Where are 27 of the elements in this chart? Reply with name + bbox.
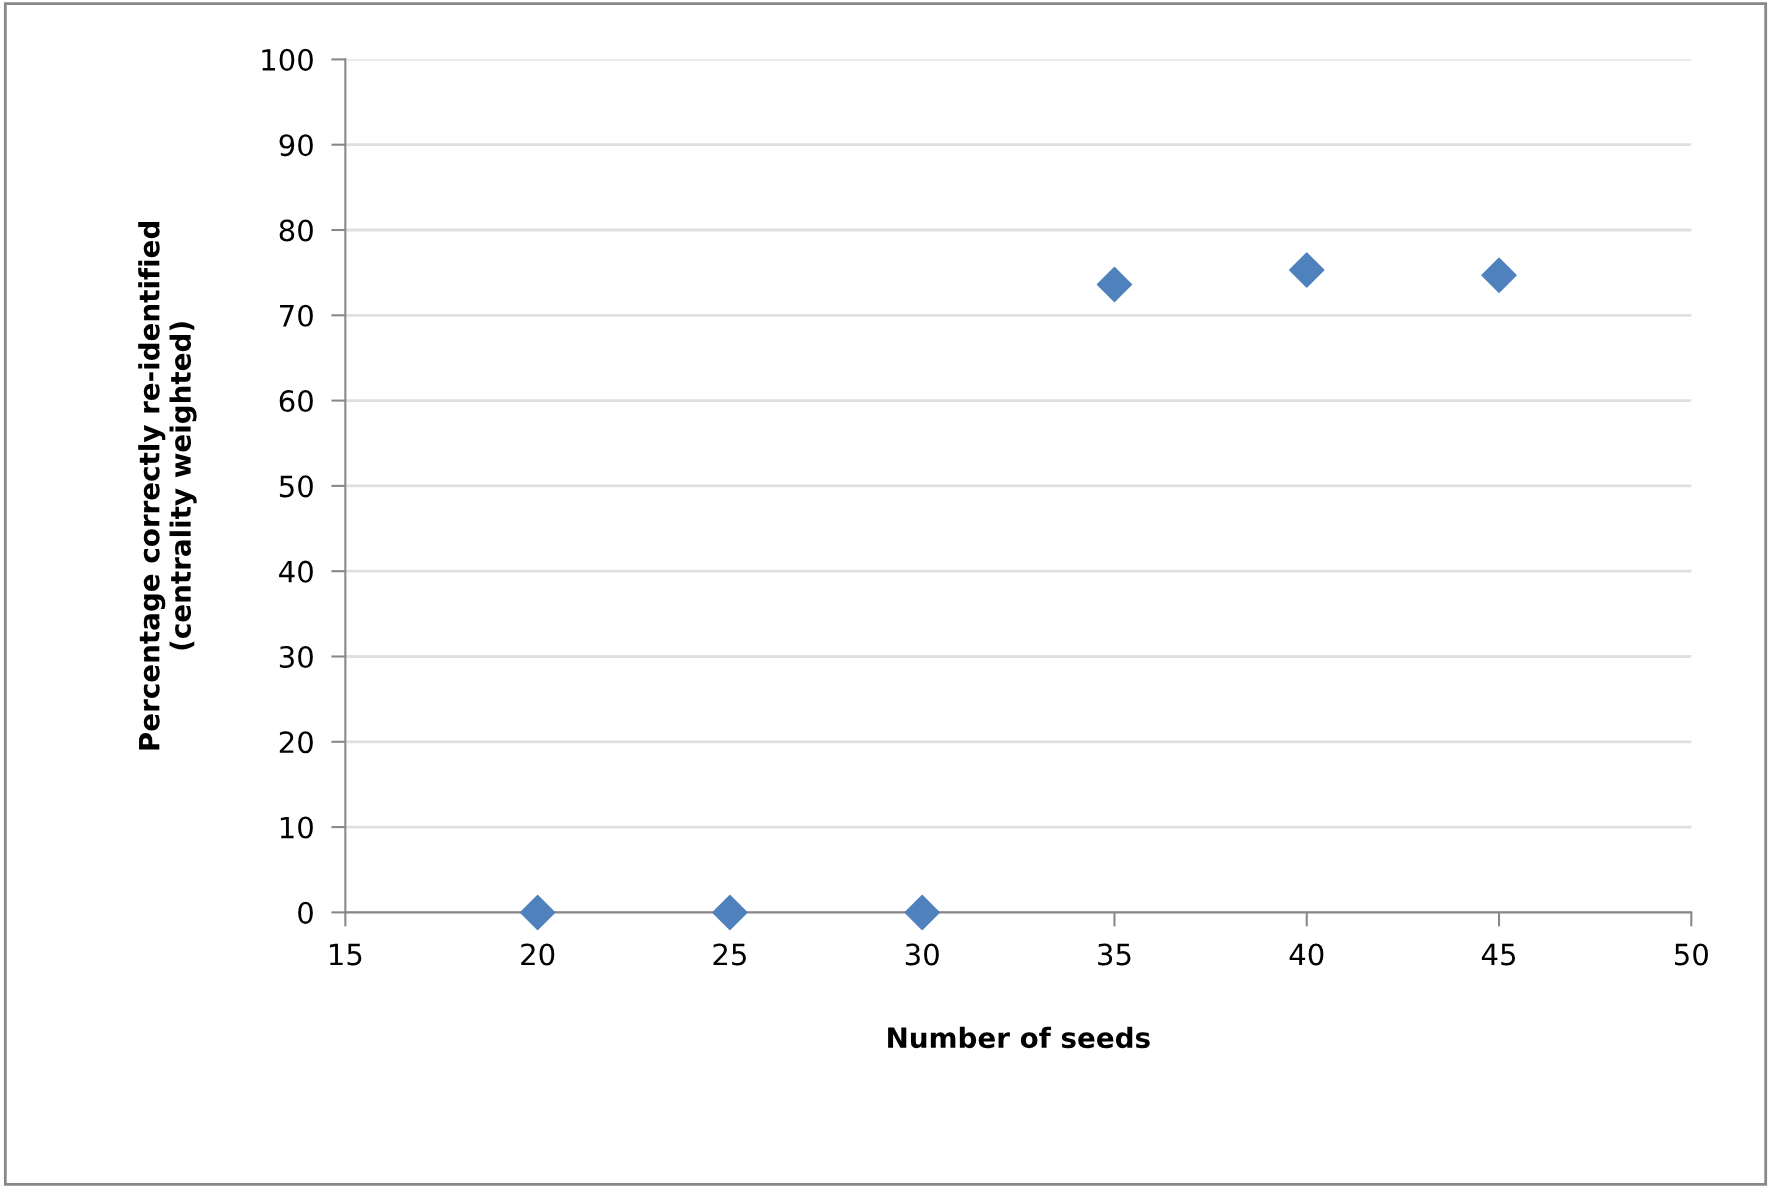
x-tick-label: 35	[1098, 943, 1131, 966]
y-tick-label: 60	[279, 390, 313, 413]
y-tick-label: 0	[298, 901, 313, 924]
y-tick-label: 100	[262, 48, 313, 71]
x-axis-title: Number of seeds	[888, 1026, 1150, 1049]
x-tick-label: 50	[1675, 943, 1708, 966]
point	[519, 894, 556, 931]
y-tick-label: 30	[279, 645, 313, 668]
x-tick-label: 40	[1289, 943, 1324, 966]
y-tick-label: 20	[279, 731, 313, 754]
x-tick-label: 25	[713, 943, 746, 966]
x-tick-label: 30	[905, 943, 939, 966]
point	[904, 894, 940, 931]
y-tick-label: 70	[280, 304, 313, 327]
x-tick-label: 15	[329, 943, 362, 966]
y-tick-label: 80	[279, 219, 313, 242]
y-tick-label: 40	[279, 560, 313, 583]
point	[1481, 257, 1517, 293]
y-tick-label: 10	[280, 816, 313, 839]
y-tick-label: 50	[279, 475, 313, 498]
x-tick-label: 20	[521, 943, 555, 966]
y-axis-title: Percentage correctly re-identified (centrality weighted)	[138, 222, 197, 750]
y-tick-label: 90	[279, 134, 313, 157]
point	[712, 894, 748, 931]
x-tick-label: 45	[1481, 943, 1516, 966]
point	[1096, 266, 1133, 303]
point	[1289, 252, 1325, 288]
